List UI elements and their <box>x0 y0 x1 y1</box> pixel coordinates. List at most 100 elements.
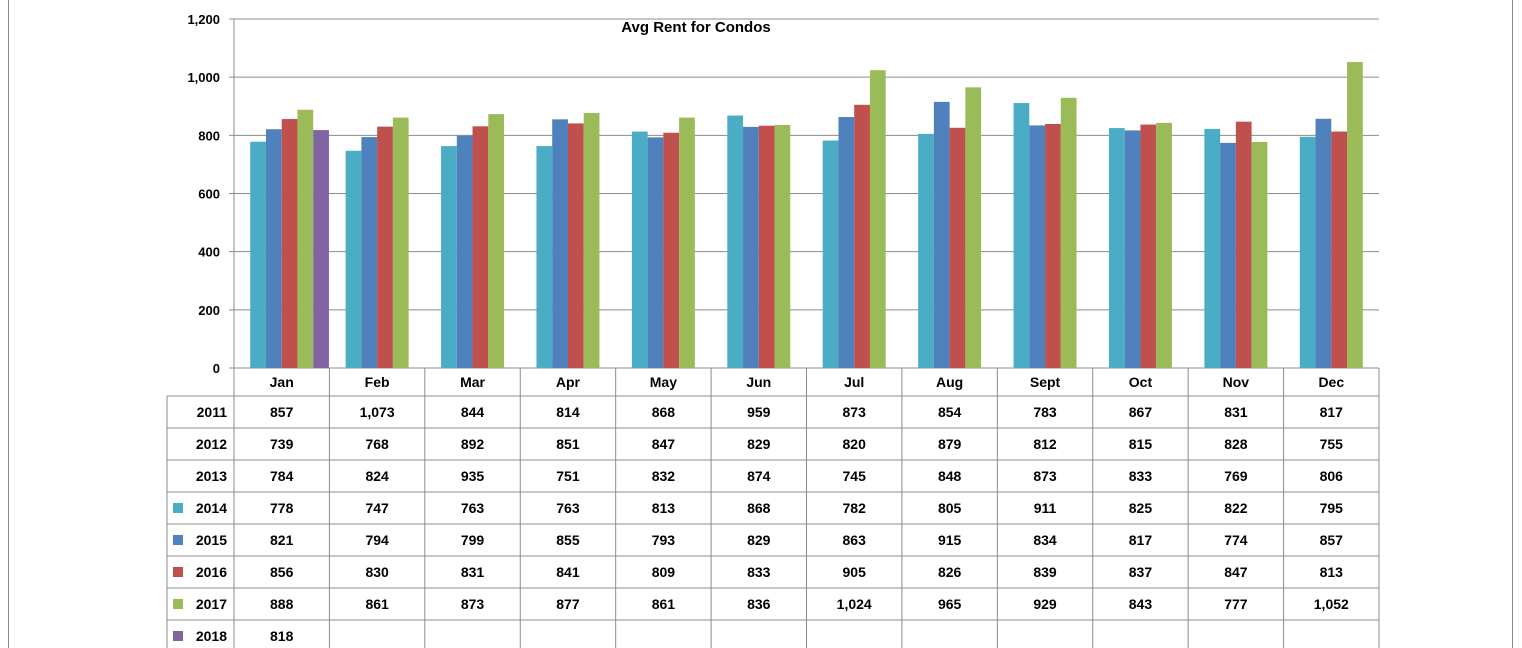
bar <box>1029 125 1046 368</box>
legend-swatch <box>173 567 183 577</box>
bar <box>933 101 950 368</box>
data-table-cell: 834 <box>1033 532 1057 548</box>
legend-swatch <box>173 503 183 513</box>
bar <box>1315 118 1332 369</box>
bar <box>250 141 266 368</box>
bar <box>758 125 775 368</box>
x-tick-label: Apr <box>556 374 581 390</box>
bar <box>361 137 378 368</box>
bar <box>265 129 282 368</box>
data-table-cell: 777 <box>1224 596 1248 612</box>
bar <box>822 140 839 368</box>
bar <box>869 70 886 368</box>
data-table-cell: 965 <box>938 596 962 612</box>
data-table-cell: 877 <box>556 596 580 612</box>
data-table-cell: 739 <box>270 436 294 452</box>
data-table-cell: 959 <box>747 404 771 420</box>
data-table-cell: 1,024 <box>837 596 872 612</box>
data-table-cell: 1,073 <box>360 404 395 420</box>
data-table-cell: 848 <box>938 468 962 484</box>
data-table-cell: 841 <box>556 564 580 580</box>
data-table-cell: 847 <box>652 436 676 452</box>
legend-swatch <box>173 631 183 641</box>
bar <box>631 131 648 368</box>
y-tick-label: 0 <box>213 361 220 376</box>
bar <box>472 126 489 368</box>
data-table-cell: 868 <box>747 500 771 516</box>
legend-series-label: 2012 <box>196 436 227 452</box>
data-table-cell: 929 <box>1033 596 1057 612</box>
data-table-cell: 830 <box>365 564 389 580</box>
data-table-cell: 782 <box>843 500 867 516</box>
data-table-cell: 751 <box>556 468 580 484</box>
data-table-cell: 857 <box>270 404 294 420</box>
data-table-cell: 844 <box>461 404 485 420</box>
data-table-cell: 795 <box>1320 500 1344 516</box>
bar <box>281 119 298 369</box>
data-table-cell: 813 <box>1320 564 1344 580</box>
data-table-cell: 820 <box>843 436 867 452</box>
bar <box>456 135 473 368</box>
data-table-cell: 806 <box>1320 468 1344 484</box>
legend-swatch <box>173 535 183 545</box>
data-table-cell: 935 <box>461 468 485 484</box>
bar <box>1140 124 1157 368</box>
bar <box>1235 121 1252 368</box>
data-table-cell: 873 <box>1033 468 1057 484</box>
data-table-cell: 839 <box>1033 564 1057 580</box>
bar <box>441 146 457 368</box>
legend-series-label: 2017 <box>196 596 227 612</box>
data-table-cell: 829 <box>747 436 771 452</box>
bar <box>663 132 680 368</box>
data-table-cell: 831 <box>461 564 485 580</box>
data-table-cell: 851 <box>556 436 580 452</box>
x-tick-label: Nov <box>1223 374 1250 390</box>
legend-swatch <box>173 599 183 609</box>
bar <box>392 117 409 368</box>
data-table-cell: 873 <box>843 404 867 420</box>
data-table-cell: 813 <box>652 500 676 516</box>
data-table-cell: 812 <box>1033 436 1057 452</box>
bar <box>854 104 870 368</box>
data-table-cell: 763 <box>461 500 485 516</box>
legend-series-label: 2013 <box>196 468 227 484</box>
data-table-cell: 915 <box>938 532 962 548</box>
y-tick-label: 800 <box>198 128 220 143</box>
bar <box>727 115 744 368</box>
data-table-cell: 832 <box>652 468 676 484</box>
bar <box>1204 128 1221 368</box>
bar <box>647 137 664 368</box>
bar <box>1156 122 1172 368</box>
data-table-cell: 836 <box>747 596 771 612</box>
bar <box>965 87 982 369</box>
data-table-cell: 868 <box>652 404 676 420</box>
data-table-cell: 867 <box>1129 404 1153 420</box>
data-table-cell: 814 <box>556 404 580 420</box>
data-table-cell: 863 <box>843 532 867 548</box>
y-tick-label: 400 <box>198 245 220 260</box>
bar <box>1251 142 1268 368</box>
bar <box>377 126 393 368</box>
bar <box>552 119 568 369</box>
data-table-cell: 818 <box>270 628 294 644</box>
data-table-cell: 861 <box>652 596 676 612</box>
data-table-cell: 774 <box>1224 532 1248 548</box>
bar <box>1060 97 1077 369</box>
x-tick-label: Jun <box>746 374 771 390</box>
bar <box>743 126 759 368</box>
data-table-cell: 855 <box>556 532 580 548</box>
data-table-cell: 778 <box>270 500 294 516</box>
data-table-cell: 817 <box>1129 532 1153 548</box>
bar <box>1220 142 1236 368</box>
data-table-cell: 911 <box>1034 500 1057 516</box>
legend-series-label: 2014 <box>196 500 227 516</box>
data-table-cell: 815 <box>1129 436 1153 452</box>
data-table-cell: 879 <box>938 436 962 452</box>
data-table-cell: 861 <box>365 596 389 612</box>
bar <box>1013 103 1030 368</box>
bar <box>583 112 600 368</box>
data-table-cell: 854 <box>938 404 962 420</box>
data-table-cell: 847 <box>1224 564 1248 580</box>
x-tick-label: Feb <box>365 374 390 390</box>
